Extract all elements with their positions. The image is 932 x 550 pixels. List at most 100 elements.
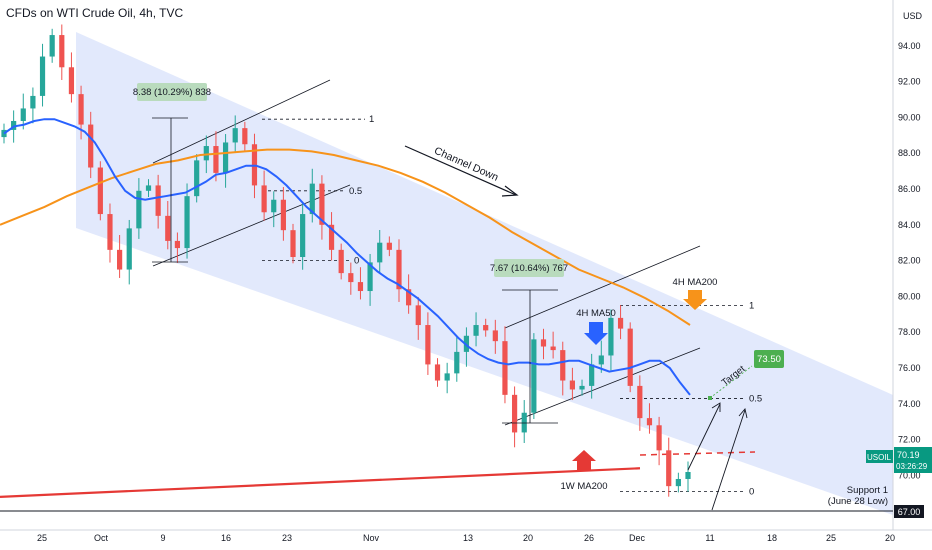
candle-body[interactable] xyxy=(49,35,55,57)
candle-body[interactable] xyxy=(598,355,604,365)
candle-body[interactable] xyxy=(194,160,200,197)
support-label-1: Support 1 xyxy=(847,485,888,496)
candle-body[interactable] xyxy=(1,129,7,138)
candle-body[interactable] xyxy=(637,385,643,419)
candle-body[interactable] xyxy=(117,249,123,270)
candle-body[interactable] xyxy=(222,142,229,173)
candle-body[interactable] xyxy=(511,394,518,433)
candle-body[interactable] xyxy=(666,450,672,487)
candle-body[interactable] xyxy=(502,341,508,395)
candle-body[interactable] xyxy=(540,339,547,347)
support-price-value: 67.00 xyxy=(898,507,921,517)
candle-body[interactable] xyxy=(617,317,624,329)
time-tick-label: 20 xyxy=(885,533,895,543)
sub-channel-2-lower xyxy=(504,347,701,426)
candle-body[interactable] xyxy=(473,325,479,336)
candle-body[interactable] xyxy=(319,183,325,225)
candle-body[interactable] xyxy=(685,471,691,479)
candle-body[interactable] xyxy=(454,351,460,374)
time-tick-label: 26 xyxy=(584,533,594,543)
last-price-value: 70.19 xyxy=(897,450,920,460)
candle-body[interactable] xyxy=(338,249,344,274)
projection-arrow-1 xyxy=(687,403,721,471)
candle-body[interactable] xyxy=(646,418,653,426)
candle-body[interactable] xyxy=(155,185,161,216)
symbol-badge xyxy=(866,450,893,463)
candle-body[interactable] xyxy=(145,185,152,191)
candle-body[interactable] xyxy=(213,146,219,173)
candle-body[interactable] xyxy=(483,325,489,331)
candle-body[interactable] xyxy=(300,214,306,258)
candle-body[interactable] xyxy=(406,289,412,306)
candle-body[interactable] xyxy=(59,35,65,68)
candle-body[interactable] xyxy=(261,185,267,213)
sub-channel-1-lower xyxy=(152,184,351,267)
candle-body[interactable] xyxy=(126,228,132,270)
price-tick-label: 94.00 xyxy=(898,41,921,51)
candle-body[interactable] xyxy=(521,412,527,433)
candle-body[interactable] xyxy=(608,317,614,356)
price-axis[interactable]: 94.00 92.00 90.00 88.00 86.00 84.00 82.00 80.00… xyxy=(898,41,921,516)
candle-body[interactable] xyxy=(348,273,354,283)
candle-body[interactable] xyxy=(328,224,335,250)
candle-body[interactable] xyxy=(627,328,633,386)
candle-body[interactable] xyxy=(396,249,402,290)
candle-body[interactable] xyxy=(242,128,248,145)
last-price-badge xyxy=(894,447,932,473)
price-tick-label: 82.00 xyxy=(898,256,921,266)
target-value: 73.50 xyxy=(757,354,781,365)
candle-body[interactable] xyxy=(675,478,681,487)
fib-level-label: 0.5 xyxy=(349,186,362,197)
candle-body[interactable] xyxy=(39,56,46,96)
candle-body[interactable] xyxy=(97,167,103,215)
fib-level-label: 1 xyxy=(749,300,754,311)
candle-body[interactable] xyxy=(492,330,498,342)
candle-body[interactable] xyxy=(11,120,17,130)
time-axis[interactable]: 25 Oct 9 16 23 Nov 13 20 26 Dec 11 18 25 20 xyxy=(37,533,895,543)
chart-title: CFDs on WTI Crude Oil, 4h, TVC xyxy=(6,6,184,20)
1w-ma200-arrow-icon xyxy=(572,450,596,470)
candle-body[interactable] xyxy=(531,339,537,413)
measure-2-label: 7.67 (10.64%) 767 xyxy=(490,263,568,274)
candle-body[interactable] xyxy=(579,385,585,390)
candle-body[interactable] xyxy=(136,190,142,229)
measure-1-label: 8.38 (10.29%) 838 xyxy=(133,87,211,98)
channel-arrow-shaft xyxy=(404,145,517,196)
candle-body[interactable] xyxy=(386,242,392,250)
candle-body[interactable] xyxy=(78,94,84,125)
price-tick-label: 90.00 xyxy=(898,112,921,122)
candle-body[interactable] xyxy=(434,364,441,381)
candle-body[interactable] xyxy=(20,108,26,121)
candle-body[interactable] xyxy=(30,95,36,109)
candle-body[interactable] xyxy=(550,346,556,351)
sub-channel-1-upper xyxy=(152,79,331,164)
candle-body[interactable] xyxy=(569,380,575,390)
candle-body[interactable] xyxy=(425,325,431,365)
candle-body[interactable] xyxy=(232,128,238,143)
candle-body[interactable] xyxy=(174,240,181,249)
candle-body[interactable] xyxy=(88,124,94,168)
support-label-2: (June 28 Low) xyxy=(828,496,888,507)
bar-countdown: 03:26:29 xyxy=(896,462,928,471)
time-tick-label: Oct xyxy=(94,533,109,543)
candle-body[interactable] xyxy=(357,282,364,292)
candle-body[interactable] xyxy=(367,262,373,292)
candle-body[interactable] xyxy=(560,350,566,381)
candle-body[interactable] xyxy=(184,196,190,249)
candle-body[interactable] xyxy=(415,305,421,326)
candle-body[interactable] xyxy=(309,183,315,215)
candle-body[interactable] xyxy=(444,373,450,381)
channel-arrow-head xyxy=(501,185,519,197)
price-candles[interactable] xyxy=(1,24,691,497)
candle-body[interactable] xyxy=(271,199,277,213)
candle-body[interactable] xyxy=(589,364,595,386)
candle-body[interactable] xyxy=(203,146,209,161)
candle-body[interactable] xyxy=(68,67,75,95)
candle-body[interactable] xyxy=(290,230,296,258)
candle-body[interactable] xyxy=(107,214,113,250)
candle-body[interactable] xyxy=(165,215,171,241)
candle-body[interactable] xyxy=(280,199,286,231)
candle-body[interactable] xyxy=(377,242,383,263)
candle-body[interactable] xyxy=(656,425,662,451)
